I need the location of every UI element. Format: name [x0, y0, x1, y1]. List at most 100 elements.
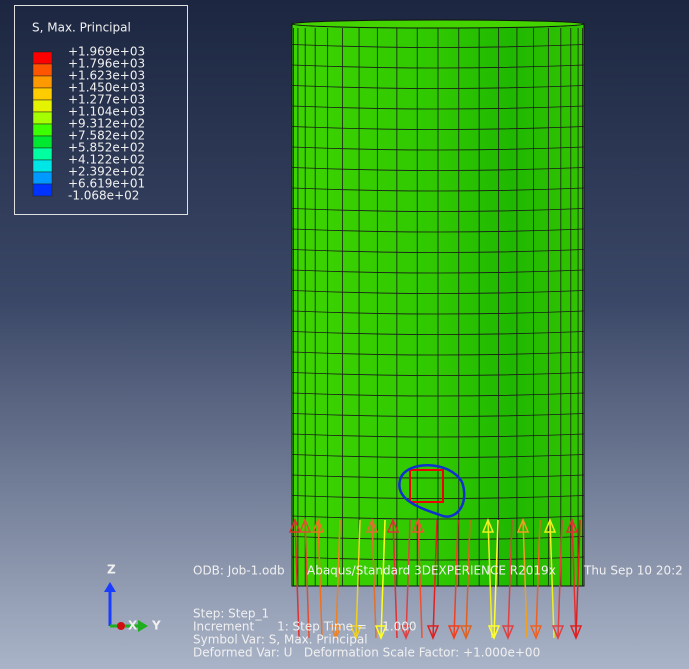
mesh-line — [291, 515, 585, 520]
legend-swatch — [32, 159, 53, 173]
legend-label: +6.619e+01 — [68, 177, 145, 191]
legend-swatch — [32, 111, 53, 125]
mesh-line — [291, 372, 585, 376]
stress-arrow — [392, 519, 398, 639]
legend-label: +5.852e+02 — [68, 141, 145, 155]
legend-swatch — [32, 147, 53, 161]
mesh-line — [291, 454, 585, 458]
mesh-line — [291, 556, 585, 561]
stress-arrow — [575, 519, 581, 639]
legend-label: +7.582e+02 — [68, 129, 145, 143]
mesh-line — [291, 495, 585, 499]
arrow-head — [288, 518, 302, 533]
deformed-var: Deformed Var: U Deformation Scale Factor… — [193, 646, 540, 660]
arrow-head — [365, 518, 379, 533]
triad: Z X Y — [104, 563, 161, 633]
mesh-line — [291, 413, 585, 417]
arrow-head — [386, 518, 400, 533]
legend-swatch — [32, 171, 53, 185]
highlight-circle — [398, 464, 466, 518]
arrow-head — [411, 518, 425, 533]
mesh-line — [291, 392, 585, 397]
legend-box — [14, 5, 188, 215]
symbol-var: Symbol Var: S, Max. Principal — [193, 633, 368, 647]
mesh-line — [291, 146, 585, 151]
stress-arrow — [549, 519, 555, 639]
legend: S, Max. Principal +1.969e+03+1.796e+03+1… — [14, 5, 188, 215]
arrow-head — [426, 625, 440, 640]
legend-label: +1.969e+03 — [68, 45, 145, 59]
stress-arrow — [317, 519, 323, 639]
arrow-head — [551, 625, 565, 640]
mesh-line — [291, 249, 585, 253]
info-text: ODB: Job-1.odb Abaqus/Standard 3DEXPERIE… — [193, 564, 683, 660]
mesh-line — [291, 44, 585, 48]
arrow-head — [329, 625, 343, 640]
stress-arrow — [294, 519, 300, 639]
mesh-line — [291, 331, 585, 335]
stress-arrow — [417, 519, 423, 639]
stress-arrow — [405, 519, 411, 639]
mesh-line — [291, 187, 585, 192]
mesh-line — [291, 269, 585, 274]
stress-arrow — [453, 519, 459, 639]
legend-swatch — [32, 63, 53, 77]
mesh-line — [291, 351, 585, 356]
legend-label: +1.450e+03 — [68, 81, 145, 95]
stress-arrow — [493, 519, 499, 639]
legend-swatch — [32, 51, 53, 65]
legend-label: +2.392e+02 — [68, 165, 145, 179]
mesh-line — [291, 64, 585, 69]
stress-arrow — [507, 519, 513, 639]
arrow-head — [529, 625, 543, 640]
arrow-head — [374, 625, 388, 640]
mesh-line — [291, 208, 585, 212]
arrow-head — [481, 518, 495, 533]
mesh-line — [291, 310, 585, 315]
arrow-head — [569, 625, 583, 640]
triad-z: Z — [107, 563, 116, 577]
legend-label: +1.104e+03 — [68, 105, 145, 119]
legend-swatch — [32, 99, 53, 113]
legend-label: +1.796e+03 — [68, 57, 145, 71]
legend-label: +4.122e+02 — [68, 153, 145, 167]
legend-swatch — [32, 183, 53, 197]
stress-arrow — [432, 519, 438, 639]
arrow-head — [501, 625, 515, 640]
mesh-line — [291, 433, 585, 438]
legend-swatch — [32, 123, 53, 137]
arrow-head — [516, 518, 530, 533]
stress-arrow — [571, 519, 577, 639]
stress-arrow — [465, 519, 471, 639]
arrow-head — [543, 518, 557, 533]
legend-title: S, Max. Principal — [32, 21, 131, 35]
arrow-head — [311, 518, 325, 533]
stress-arrow — [522, 519, 528, 639]
mesh-line — [291, 167, 585, 171]
stress-arrow — [380, 519, 386, 639]
cylinder-top — [291, 19, 585, 29]
arrow-head — [447, 625, 461, 640]
date: Thu Sep 10 20:2 — [583, 564, 683, 578]
mesh-line — [291, 474, 585, 479]
mesh-line — [291, 290, 585, 294]
legend-swatch — [32, 75, 53, 89]
highlight-element — [409, 469, 444, 503]
stress-arrow — [304, 519, 310, 639]
triad-y: Y — [151, 619, 161, 633]
mesh-line — [291, 228, 585, 233]
mesh-line — [291, 126, 585, 130]
arrow-head — [399, 625, 413, 640]
legend-label: +1.623e+03 — [68, 69, 145, 83]
odb-name: ODB: Job-1.odb — [193, 564, 285, 578]
stress-arrow — [557, 519, 563, 639]
stress-arrow — [487, 519, 493, 639]
stress-arrow — [335, 519, 341, 639]
mesh-line — [291, 105, 585, 110]
solver: Abaqus/Standard 3DEXPERIENCE R2019x — [307, 564, 556, 578]
stress-arrow — [355, 519, 361, 639]
model — [288, 19, 585, 640]
legend-swatch — [32, 87, 53, 101]
